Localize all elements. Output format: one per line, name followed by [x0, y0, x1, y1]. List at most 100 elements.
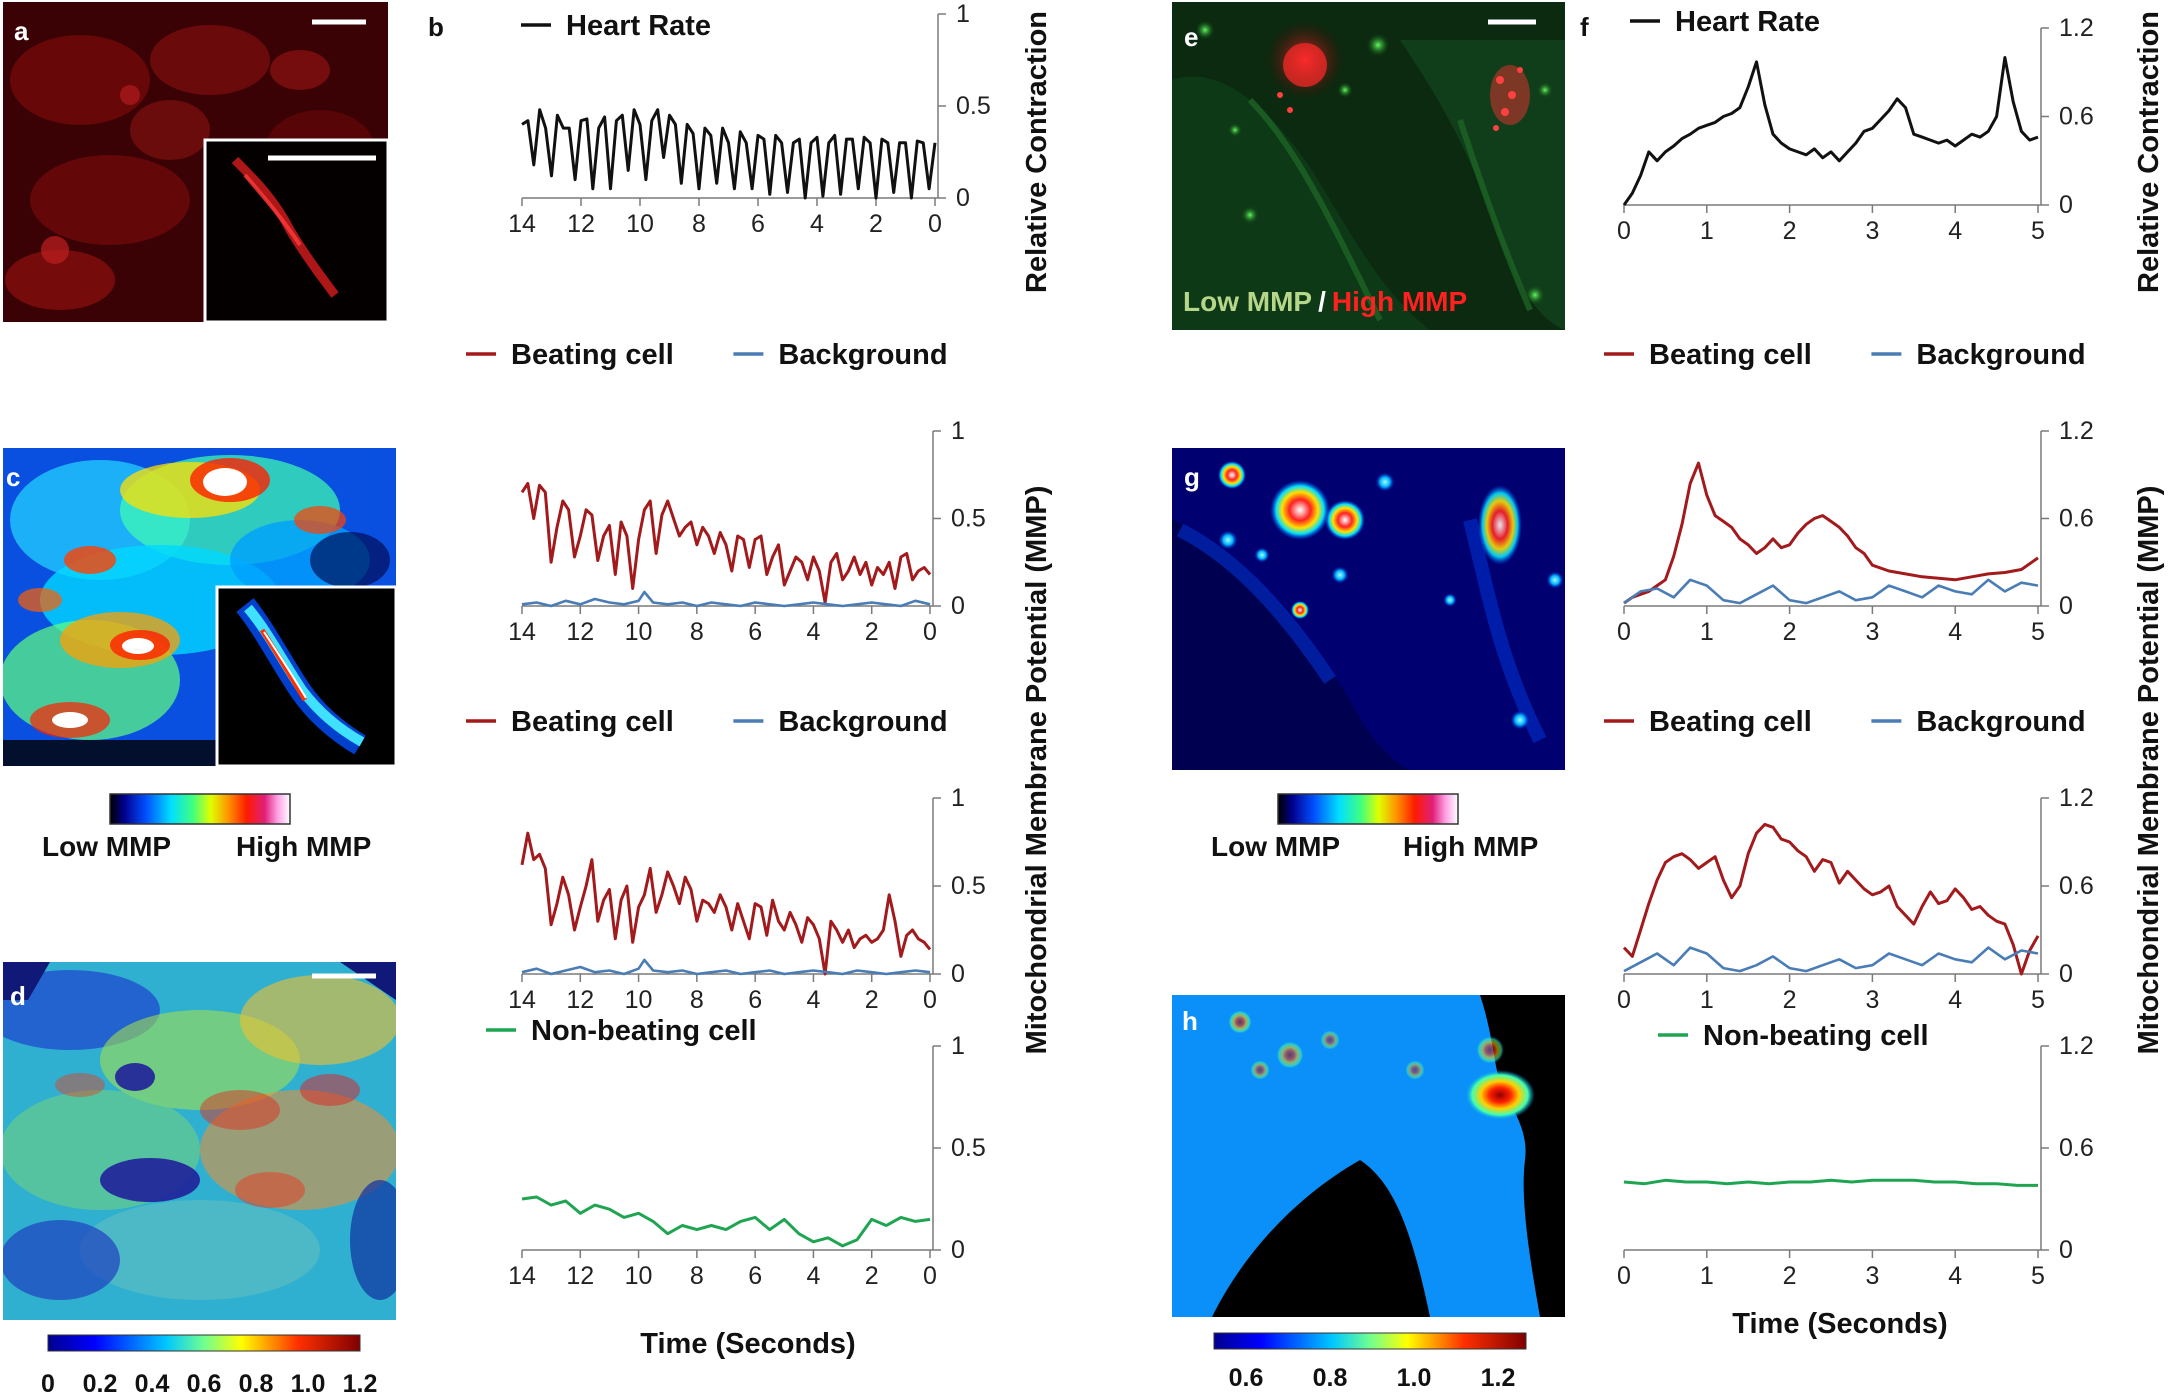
y-axis-title-f-contraction: Relative Contraction [2133, 11, 2165, 293]
x-tick-label: 10 [625, 986, 653, 1014]
y-tick-label: 1 [956, 0, 970, 28]
x-tick-label: 2 [865, 986, 879, 1014]
series-line-non-beating-cell [1623, 1178, 2038, 1187]
x-tick-label: 12 [566, 618, 594, 646]
y-tick-label: 0 [2059, 191, 2073, 219]
x-tick-label: 1 [1700, 986, 1714, 1014]
y-tick-label: 0 [951, 960, 965, 988]
colorbar-tick-label: 0.8 [239, 1370, 274, 1398]
x-tick-label: 4 [1948, 1262, 1962, 1290]
x-tick-label: 4 [1948, 618, 1962, 646]
x-tick-label: 0 [1617, 986, 1631, 1014]
y-tick-label: 1.2 [2059, 417, 2094, 445]
y-axis-title-f-mmp: Mitochondrial Membrane Potential (MMP) [2133, 486, 2165, 1055]
series-line-heart-rate [1622, 56, 2039, 206]
y-tick-label: 1.2 [2059, 14, 2094, 42]
series-line-beating-cell [520, 482, 932, 604]
x-tick-label: 14 [508, 1262, 536, 1290]
x-axis-title-b: Time (Seconds) [640, 1328, 855, 1360]
legend-label: Beating cell [1649, 339, 1812, 371]
x-tick-label: 4 [806, 986, 820, 1014]
x-tick-label: 2 [1783, 986, 1797, 1014]
series-line-background [521, 590, 931, 608]
x-tick-label: 12 [566, 1262, 594, 1290]
series-line-beating-cell [1623, 461, 2039, 605]
series-line-beating-cell [520, 831, 932, 976]
panel-label-f: f [1580, 12, 1589, 42]
x-tick-label: 10 [626, 210, 654, 238]
colorbar-tick-label: 1.0 [291, 1370, 326, 1398]
x-tick-label: 12 [567, 210, 595, 238]
colorbar-tick-label: 1.2 [1481, 1364, 1516, 1392]
x-tick-label: 4 [1948, 217, 1962, 245]
y-tick-label: 0.5 [951, 505, 986, 533]
panel-label-e: e [1184, 22, 1198, 52]
series-line-beating-cell [1622, 822, 2040, 976]
x-tick-label: 6 [751, 210, 765, 238]
y-tick-label: 0 [2059, 960, 2073, 988]
x-tick-label: 10 [625, 618, 653, 646]
image-panel-e: Low MMP / High MMP [1172, 2, 1565, 330]
panel-label-a: a [14, 16, 29, 46]
panel-label-b: b [428, 12, 444, 42]
x-tick-label: 5 [2031, 618, 2045, 646]
colorbar-c: Low MMP High MMP [42, 793, 371, 862]
colorbar-tick-label: 0.6 [187, 1370, 222, 1398]
y-tick-label: 0.5 [951, 1134, 986, 1162]
x-tick-label: 8 [690, 1262, 704, 1290]
chart-b1: 14 12 10 8 6 4 2 00 0.5 1 Heart Rate [508, 0, 991, 238]
x-tick-label: 3 [1865, 618, 1879, 646]
x-tick-label: 0 [928, 210, 942, 238]
legend-label: Non-beating cell [531, 1015, 757, 1047]
x-tick-label: 3 [1865, 1262, 1879, 1290]
x-tick-label: 3 [1865, 217, 1879, 245]
x-tick-label: 2 [865, 618, 879, 646]
x-tick-label: 6 [748, 986, 762, 1014]
x-tick-label: 3 [1865, 986, 1879, 1014]
x-tick-label: 4 [806, 1262, 820, 1290]
y-tick-label: 1.2 [2059, 784, 2094, 812]
x-tick-label: 14 [508, 210, 536, 238]
x-tick-label: 0 [923, 618, 937, 646]
x-tick-label: 5 [2031, 217, 2045, 245]
colorbar-h: 0.6 0.8 1.0 1.2 [1213, 1332, 1527, 1392]
colorbar-g-low-label: Low MMP [1211, 831, 1340, 862]
legend-label: Heart Rate [1675, 6, 1820, 38]
colorbar-tick-label: 0.4 [135, 1370, 170, 1398]
x-tick-label: 14 [508, 986, 536, 1014]
series-line-background [1623, 578, 2039, 605]
legend-label: Background [778, 706, 947, 738]
x-tick-label: 5 [2031, 1262, 2045, 1290]
colorbar-d: 0 0.2 0.4 0.6 0.8 1.0 1.2 [41, 1334, 377, 1398]
colorbar-tick-label: 0.8 [1313, 1364, 1348, 1392]
x-tick-label: 2 [1783, 217, 1797, 245]
image-panel-a [3, 2, 388, 322]
y-tick-label: 0.6 [2059, 1134, 2094, 1162]
x-tick-label: 0 [923, 1262, 937, 1290]
colorbar-c-low-label: Low MMP [42, 831, 171, 862]
x-tick-label: 8 [692, 210, 706, 238]
x-tick-label: 0 [1617, 1262, 1631, 1290]
chart-b2: 14 12 10 8 6 4 2 00 0.5 1 Beating cell Background [466, 339, 986, 646]
x-tick-label: 10 [625, 1262, 653, 1290]
x-tick-label: 4 [806, 618, 820, 646]
x-tick-label: 8 [690, 986, 704, 1014]
image-e-low-label: Low MMP / High MMP [1183, 286, 1467, 317]
panel-label-c: c [6, 462, 20, 492]
chart-b3: 14 12 10 8 6 4 2 00 0.5 1 Beating cell Background [466, 706, 986, 1014]
x-tick-label: 0 [1617, 618, 1631, 646]
colorbar-g: Low MMP High MMP [1211, 793, 1538, 862]
image-panel-h [1172, 995, 1565, 1317]
legend-label: Background [778, 339, 947, 371]
x-tick-label: 2 [1783, 1262, 1797, 1290]
legend-label: Beating cell [511, 339, 674, 371]
y-tick-label: 0 [951, 592, 965, 620]
y-tick-label: 0.5 [956, 92, 991, 120]
y-tick-label: 0 [2059, 592, 2073, 620]
x-tick-label: 12 [566, 986, 594, 1014]
x-tick-label: 1 [1700, 618, 1714, 646]
x-tick-label: 2 [865, 1262, 879, 1290]
